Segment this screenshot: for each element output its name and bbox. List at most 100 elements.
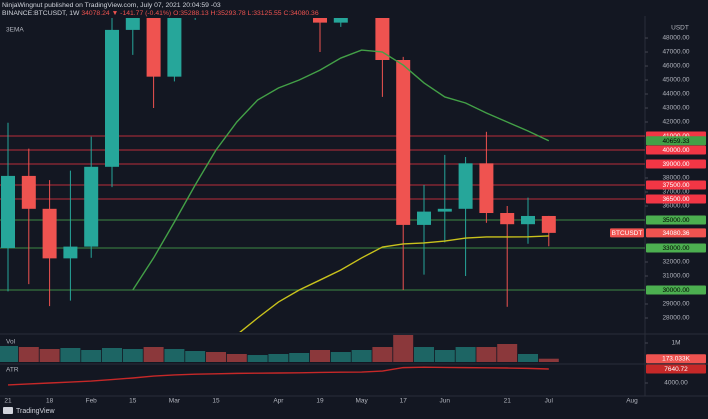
- x-tick-label: 15: [212, 398, 220, 405]
- x-tick-label: 21: [4, 398, 12, 405]
- candle-body: [105, 29, 119, 167]
- candle-body: [500, 213, 515, 225]
- moving-average-line: [132, 49, 550, 291]
- candle-body: [479, 163, 494, 214]
- candle-body: [63, 246, 78, 259]
- x-tick-label: Jun: [440, 398, 451, 405]
- x-tick-label: Feb: [86, 398, 98, 405]
- candle-body: [42, 208, 57, 259]
- volume-bar: [434, 349, 455, 362]
- value-label: 30000.00: [662, 287, 689, 294]
- footer-brand: TradingView: [16, 408, 55, 415]
- value-label: 33000.00: [662, 245, 689, 252]
- volume-bar: [164, 349, 185, 362]
- price-change: ▼ -141.77 (-0.41%): [112, 10, 172, 17]
- candle-body: [437, 208, 452, 212]
- moving-average-line: [239, 235, 549, 332]
- x-tick-label: May: [355, 398, 368, 405]
- ohlc-high: H:35293.78: [211, 10, 246, 17]
- currency-label: USDT: [671, 25, 689, 32]
- y-tick-label: 38000.00: [662, 175, 689, 182]
- value-label-box: [646, 285, 706, 295]
- candle-body: [333, 18, 348, 23]
- y-tick-label: 46000.00: [662, 63, 689, 70]
- candle-body: [146, 18, 161, 77]
- y-tick-label: 31000.00: [662, 273, 689, 280]
- x-tick-label: 15: [129, 398, 137, 405]
- value-label: 35000.00: [662, 217, 689, 224]
- y-tick-label: 42000.00: [662, 119, 689, 126]
- value-label: 39000.00: [662, 161, 689, 168]
- value-label-box: [646, 243, 706, 253]
- value-label: 34080.36: [662, 230, 689, 237]
- candle-body: [313, 18, 327, 23]
- candle-body: [1, 175, 15, 249]
- y-tick-label: 44000.00: [662, 91, 689, 98]
- logo-icon: [3, 407, 13, 414]
- volume-bar: [393, 335, 414, 362]
- x-tick-label: Mar: [169, 398, 181, 405]
- value-label-box: [646, 180, 706, 190]
- candle-body: [125, 18, 140, 30]
- candle-body: [521, 215, 535, 225]
- volume-bar: [414, 347, 434, 362]
- volume-bar: [289, 352, 310, 362]
- value-label-box: [646, 194, 706, 204]
- value-label: 36500.00: [662, 196, 689, 203]
- value-label-box: [646, 159, 706, 169]
- symbol-line: BINANCE:BTCUSDT, 1W 34078.24 ▼ -141.77 (…: [2, 10, 319, 17]
- ohlc-low: L:33125.55: [248, 10, 282, 17]
- candle-body: [396, 59, 411, 225]
- y-tick-label: 48000.00: [662, 35, 689, 42]
- y-tick-label: 43000.00: [662, 105, 689, 112]
- candle-body: [458, 163, 473, 209]
- volume-bar: [351, 349, 372, 362]
- volume-bar: [268, 354, 289, 362]
- volume-bar: [81, 349, 102, 362]
- price-pane: [0, 18, 645, 332]
- atr-label: ATR: [6, 367, 19, 374]
- volume-bar: [18, 347, 39, 362]
- atr-line: [7, 366, 549, 386]
- volume-bar: [185, 350, 206, 362]
- volume-bar: [226, 354, 247, 362]
- volume-bar: [206, 352, 226, 362]
- x-tick-label: 21: [504, 398, 512, 405]
- publisher-line: NinjaWingnut published on TradingView.co…: [2, 2, 221, 9]
- y-tick-label: 29000.00: [662, 301, 689, 308]
- y-tick-label: 4000.00: [664, 380, 688, 387]
- volume-bar: [538, 358, 559, 362]
- y-tick-label: 1M: [671, 340, 680, 347]
- x-tick-label: Jul: [545, 398, 554, 405]
- volume-bar: [497, 344, 518, 362]
- symbol-tag: BTCUSDT: [612, 230, 643, 237]
- y-tick-label: 28000.00: [662, 315, 689, 322]
- value-label-box: [646, 354, 706, 364]
- value-label-box: [646, 145, 706, 155]
- value-label-box: [646, 215, 706, 225]
- volume-bar: [39, 349, 60, 362]
- volume-pane: [0, 335, 559, 362]
- value-label-box: [646, 228, 706, 238]
- x-tick-label: Aug: [626, 398, 638, 405]
- value-label: 37500.00: [662, 182, 689, 189]
- ohlc-close: C:34080.36: [283, 10, 318, 17]
- volume-bar: [330, 352, 351, 362]
- symbol-tag-box: [610, 228, 644, 238]
- x-tick-label: Apr: [273, 398, 284, 405]
- ohlc-open: O:35288.13: [173, 10, 209, 17]
- y-tick-label: 36000.00: [662, 203, 689, 210]
- candle-body: [167, 18, 182, 77]
- x-tick-label: 19: [316, 398, 324, 405]
- logo: TradingView: [3, 407, 55, 415]
- last-price: 34078.24: [81, 10, 110, 17]
- value-label: 173.033K: [662, 356, 690, 363]
- candle-body: [541, 215, 556, 233]
- volume-label: Vol: [6, 339, 16, 346]
- candle-body: [84, 166, 99, 247]
- x-tick-label: 17: [400, 398, 408, 405]
- y-tick-label: 32000.00: [662, 259, 689, 266]
- candle-body: [375, 18, 390, 60]
